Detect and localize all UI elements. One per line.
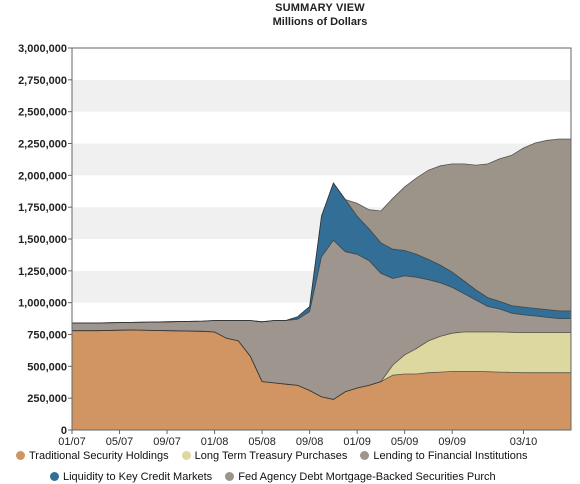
legend-item-lending: Lending to Financial Institutions [360,450,528,462]
y-tick-label: 1,250,000 [18,266,67,278]
series-outline-4 [72,138,571,324]
legend-row-2: Liquidity to Key Credit Markets Fed Agen… [50,471,506,483]
x-tick-label: 05/09 [391,436,419,448]
grid-band [72,48,571,80]
area-series-2 [72,240,571,400]
legend-label: Lending to Financial Institutions [373,450,528,462]
x-tick-label: 01/07 [58,436,86,448]
x-tick-label: 09/07 [153,436,181,448]
legend-item-agency: Fed Agency Debt Mortgage-Backed Securiti… [225,471,496,483]
area-series-3 [72,183,571,324]
grid-band [72,79,571,112]
chart-title: SUMMARY VIEW [275,2,365,14]
y-tick-label: 1,750,000 [18,202,67,214]
legend-row-1: Traditional Security Holdings Long Term … [16,450,538,462]
legend-label: Long Term Treasury Purchases [194,450,348,462]
legend-item-treasury: Long Term Treasury Purchases [181,450,348,462]
y-tick-label: 2,500,000 [18,107,67,119]
x-tick-label: 03/10 [510,436,538,448]
chart-area: 0 250,000 500,000 750,000 1,000,000 1,250,000… [18,43,572,448]
x-tick-label: 01/09 [343,436,371,448]
series-outline-1 [72,329,571,400]
area-series-1 [72,330,571,400]
chart-subtitle: Millions of Dollars [272,16,368,28]
legend-item-traditional: Traditional Security Holdings [16,450,169,462]
y-tick-label: 2,750,000 [18,75,67,87]
y-tick-label: 3,000,000 [18,43,67,55]
legend-label: Traditional Security Holdings [29,450,169,462]
grid-band [72,111,571,144]
x-tick-label: 01/08 [201,436,229,448]
y-tick-label: 1,000,000 [18,298,67,310]
x-tick-label: 05/08 [248,436,276,448]
y-tick-label: 750,000 [27,330,67,342]
area-series-0 [72,330,571,430]
y-tick-label: 2,250,000 [18,139,67,151]
y-tick-label: 250,000 [27,393,67,405]
x-tick-label: 09/08 [296,436,324,448]
legend-label: Fed Agency Debt Mortgage-Backed Securiti… [238,471,496,483]
y-tick-label: 500,000 [27,361,67,373]
legend-item-liquidity: Liquidity to Key Credit Markets [50,471,212,483]
y-tick-label: 2,000,000 [18,170,67,182]
chart-title-block: SUMMARY VIEW Millions of Dollars [0,2,580,29]
x-tick-label: 05/07 [106,436,134,448]
y-tick-label: 1,500,000 [18,234,67,246]
x-tick-label: 09/09 [438,436,466,448]
legend-label: Liquidity to Key Credit Markets [63,471,213,483]
y-tick-label: 0 [61,425,67,437]
area-series-4 [72,139,571,324]
